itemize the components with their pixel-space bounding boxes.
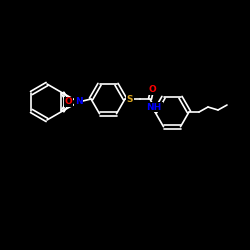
Text: O: O	[65, 98, 72, 106]
Text: O: O	[148, 86, 156, 94]
Text: O: O	[65, 98, 72, 106]
Text: S: S	[127, 94, 133, 104]
Text: N: N	[75, 98, 82, 106]
Text: NH: NH	[146, 102, 162, 112]
